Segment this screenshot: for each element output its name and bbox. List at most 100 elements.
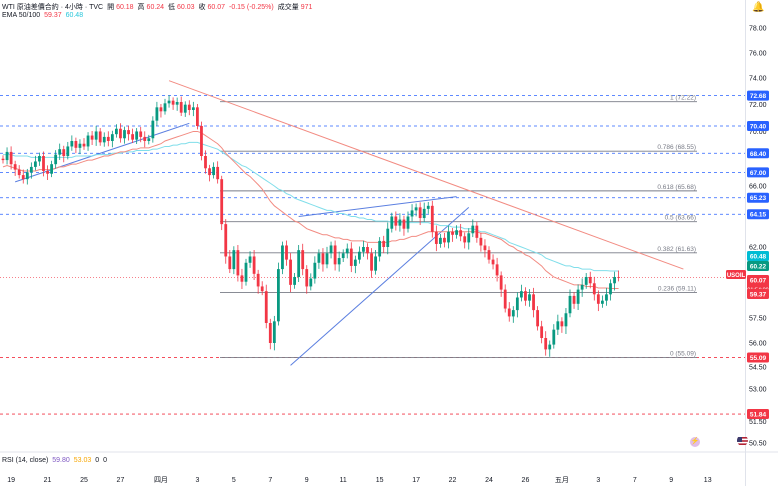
- rsi-ma-value: 53.03: [73, 457, 92, 464]
- symbol-legend: WTI 原油差價合約 · 4小時 · TVC 開 60.18 高 60.24 低 60…: [2, 2, 314, 12]
- price-tick-label: 74.00: [749, 76, 767, 83]
- level-price-tag: [747, 409, 769, 420]
- level-price-tag-text: 68.40: [750, 151, 767, 158]
- candle-body: [277, 269, 280, 322]
- trendline: [298, 196, 457, 217]
- candle-body: [62, 149, 66, 156]
- candle-body: [187, 104, 191, 110]
- candle-body: [9, 151, 13, 165]
- open-label: 開: [107, 4, 115, 11]
- candle-body: [179, 102, 183, 113]
- level-price-tag-text: 72.68: [750, 93, 767, 100]
- symbol-tag-text: USOIL: [727, 273, 746, 279]
- candle-body: [556, 321, 560, 330]
- candle-body: [467, 233, 471, 243]
- candle-body: [560, 321, 564, 327]
- level-price-tag: [747, 148, 769, 159]
- candle-body: [25, 172, 29, 180]
- symbol-tag: [726, 270, 746, 279]
- price-tick-label: 70.00: [749, 129, 767, 136]
- candle-body: [374, 256, 377, 271]
- us-flag-icon: [737, 435, 748, 446]
- level-price-tag-text: 70.40: [750, 124, 767, 131]
- candle-body: [524, 291, 527, 301]
- candle-body: [398, 219, 402, 226]
- candle-body: [390, 216, 394, 229]
- price-tick-label: 76.00: [749, 51, 767, 58]
- candle-body: [337, 258, 341, 265]
- candle-body: [17, 169, 21, 176]
- candle-body: [216, 166, 220, 180]
- time-tick-label: 3: [596, 477, 600, 484]
- candle-body: [447, 231, 450, 243]
- candle-body: [167, 100, 171, 104]
- candle-body: [281, 245, 284, 270]
- rsi-label: RSI (14, close): [2, 457, 49, 464]
- volume-value: 971: [300, 4, 313, 11]
- high-label: 高: [137, 4, 145, 11]
- change-value: -0.15 (-0.25%): [229, 4, 274, 11]
- candle-body: [98, 131, 102, 143]
- candle-body: [418, 207, 422, 219]
- ema-legend[interactable]: EMA 50/100 59.37 60.48: [2, 12, 85, 19]
- candle-body: [475, 225, 479, 238]
- close-label: 收: [198, 4, 206, 11]
- ema-label: EMA 50/100: [2, 12, 41, 19]
- rsi-extra-2: 0: [103, 457, 107, 464]
- indicator-price-tag: [747, 251, 769, 261]
- candle-body: [248, 256, 252, 263]
- bell-icon[interactable]: 🔔: [752, 2, 765, 13]
- candle-body: [264, 291, 268, 323]
- candle-body: [34, 161, 37, 167]
- level-price-tag: [747, 90, 769, 101]
- candle-body: [115, 128, 118, 135]
- level-price-tag: [747, 209, 769, 220]
- candle-body: [532, 294, 535, 311]
- time-tick-label: 15: [376, 477, 384, 484]
- candle-body: [548, 344, 552, 350]
- indicator-price-tag-text: 59.37: [750, 292, 767, 299]
- candle-body: [487, 250, 491, 260]
- price-tick-label: 51.50: [749, 419, 767, 426]
- candle-body: [528, 294, 531, 301]
- candle-body: [151, 120, 155, 139]
- indicator-price-tag: [747, 289, 769, 299]
- candle-body: [552, 329, 556, 345]
- candle-body: [285, 245, 288, 260]
- candle-body: [345, 248, 349, 254]
- candle-body: [42, 156, 45, 171]
- price-axis[interactable]: 78.0076.0074.0072.0070.0066.0064.0062.00…: [749, 26, 767, 448]
- ai-assistant-icon[interactable]: ⚡: [690, 437, 700, 447]
- candle-body: [430, 205, 434, 232]
- candle-body: [503, 289, 507, 309]
- candle-body: [317, 253, 321, 263]
- candle-body: [46, 171, 49, 174]
- time-tick-label: 21: [44, 477, 52, 484]
- candle-body: [406, 216, 410, 229]
- trendline: [14, 122, 190, 183]
- candle-body: [459, 230, 463, 237]
- close-value: 60.07: [207, 4, 226, 11]
- time-axis[interactable]: 19 21 25 27 四月 3 5 7 9 11 15 17 22 24 26 五月 3 7 9 13: [7, 476, 711, 484]
- price-tick-label: 78.00: [749, 26, 767, 33]
- candle-body: [256, 273, 260, 287]
- candle-body: [358, 251, 361, 260]
- candle-body: [252, 256, 256, 274]
- candle-body: [520, 291, 523, 298]
- level-price-tag-text: 55.09: [750, 355, 767, 362]
- price-tick-label: 53.00: [749, 387, 767, 394]
- level-price-tag-text: 64.15: [750, 212, 767, 219]
- candle-body: [155, 107, 159, 121]
- indicator-price-tag-text: 60.48: [750, 254, 767, 261]
- candle-body: [439, 237, 442, 244]
- rsi-legend[interactable]: RSI (14, close) 59.80 53.03 0 0: [2, 457, 109, 464]
- candle-body: [471, 225, 475, 234]
- candle-body: [58, 149, 62, 155]
- candle-body: [66, 146, 70, 156]
- low-label: 低: [168, 4, 176, 11]
- candle-body: [422, 208, 426, 219]
- candle-body: [29, 166, 33, 173]
- candle-body: [507, 308, 511, 317]
- candle-body: [119, 128, 122, 139]
